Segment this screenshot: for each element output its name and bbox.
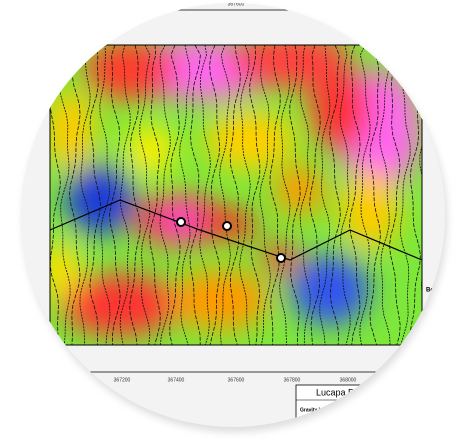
- survey-line: [79, 45, 91, 345]
- title-line: 176: [340, 415, 349, 421]
- company-name: Lucapa Diam: [316, 387, 369, 397]
- survey-line: [239, 45, 251, 345]
- survey-line: [59, 45, 71, 345]
- survey-line: [389, 45, 401, 345]
- survey-line: [129, 45, 141, 345]
- axis-label: 367800: [284, 377, 301, 383]
- axis-label: 367200: [114, 377, 131, 383]
- legend-unit: mgal: [434, 295, 445, 301]
- survey-line: [159, 45, 171, 345]
- survey-line: [219, 45, 231, 345]
- survey-line: [259, 45, 271, 345]
- survey-line: [249, 45, 261, 345]
- survey-line: [229, 45, 241, 345]
- survey-line: [299, 45, 311, 345]
- gravity-map: [50, 45, 422, 345]
- survey-line: [379, 45, 391, 345]
- survey-line: [289, 45, 301, 345]
- survey-line: [399, 45, 411, 345]
- survey-line: [339, 45, 351, 345]
- survey-line: [189, 45, 201, 345]
- road: [50, 199, 422, 261]
- survey-line: [309, 45, 321, 345]
- survey-line: [69, 45, 81, 345]
- survey-line: [99, 45, 111, 345]
- legend-bar: [448, 100, 462, 270]
- survey-line: [269, 45, 281, 345]
- survey-line: [279, 45, 291, 345]
- axis-label: 367600: [228, 1, 245, 7]
- target-point: [276, 253, 286, 263]
- survey-line: [349, 45, 361, 345]
- survey-line: [109, 45, 121, 345]
- survey-line: [149, 45, 161, 345]
- survey-line: [209, 45, 221, 345]
- survey-line: [139, 45, 151, 345]
- survey-line: [319, 45, 331, 345]
- survey-line: [169, 45, 181, 345]
- survey-line: [359, 45, 371, 345]
- survey-line: [179, 45, 191, 345]
- survey-line: [89, 45, 101, 345]
- axis-label: 367400: [168, 377, 185, 383]
- survey-line: [329, 45, 341, 345]
- target-point: [176, 217, 186, 227]
- target-point: [222, 221, 232, 231]
- survey-line: [369, 45, 381, 345]
- survey-line: [119, 45, 131, 345]
- axis-label: 367600: [228, 377, 245, 383]
- axis-label: 368000: [340, 377, 357, 383]
- survey-line: [199, 45, 211, 345]
